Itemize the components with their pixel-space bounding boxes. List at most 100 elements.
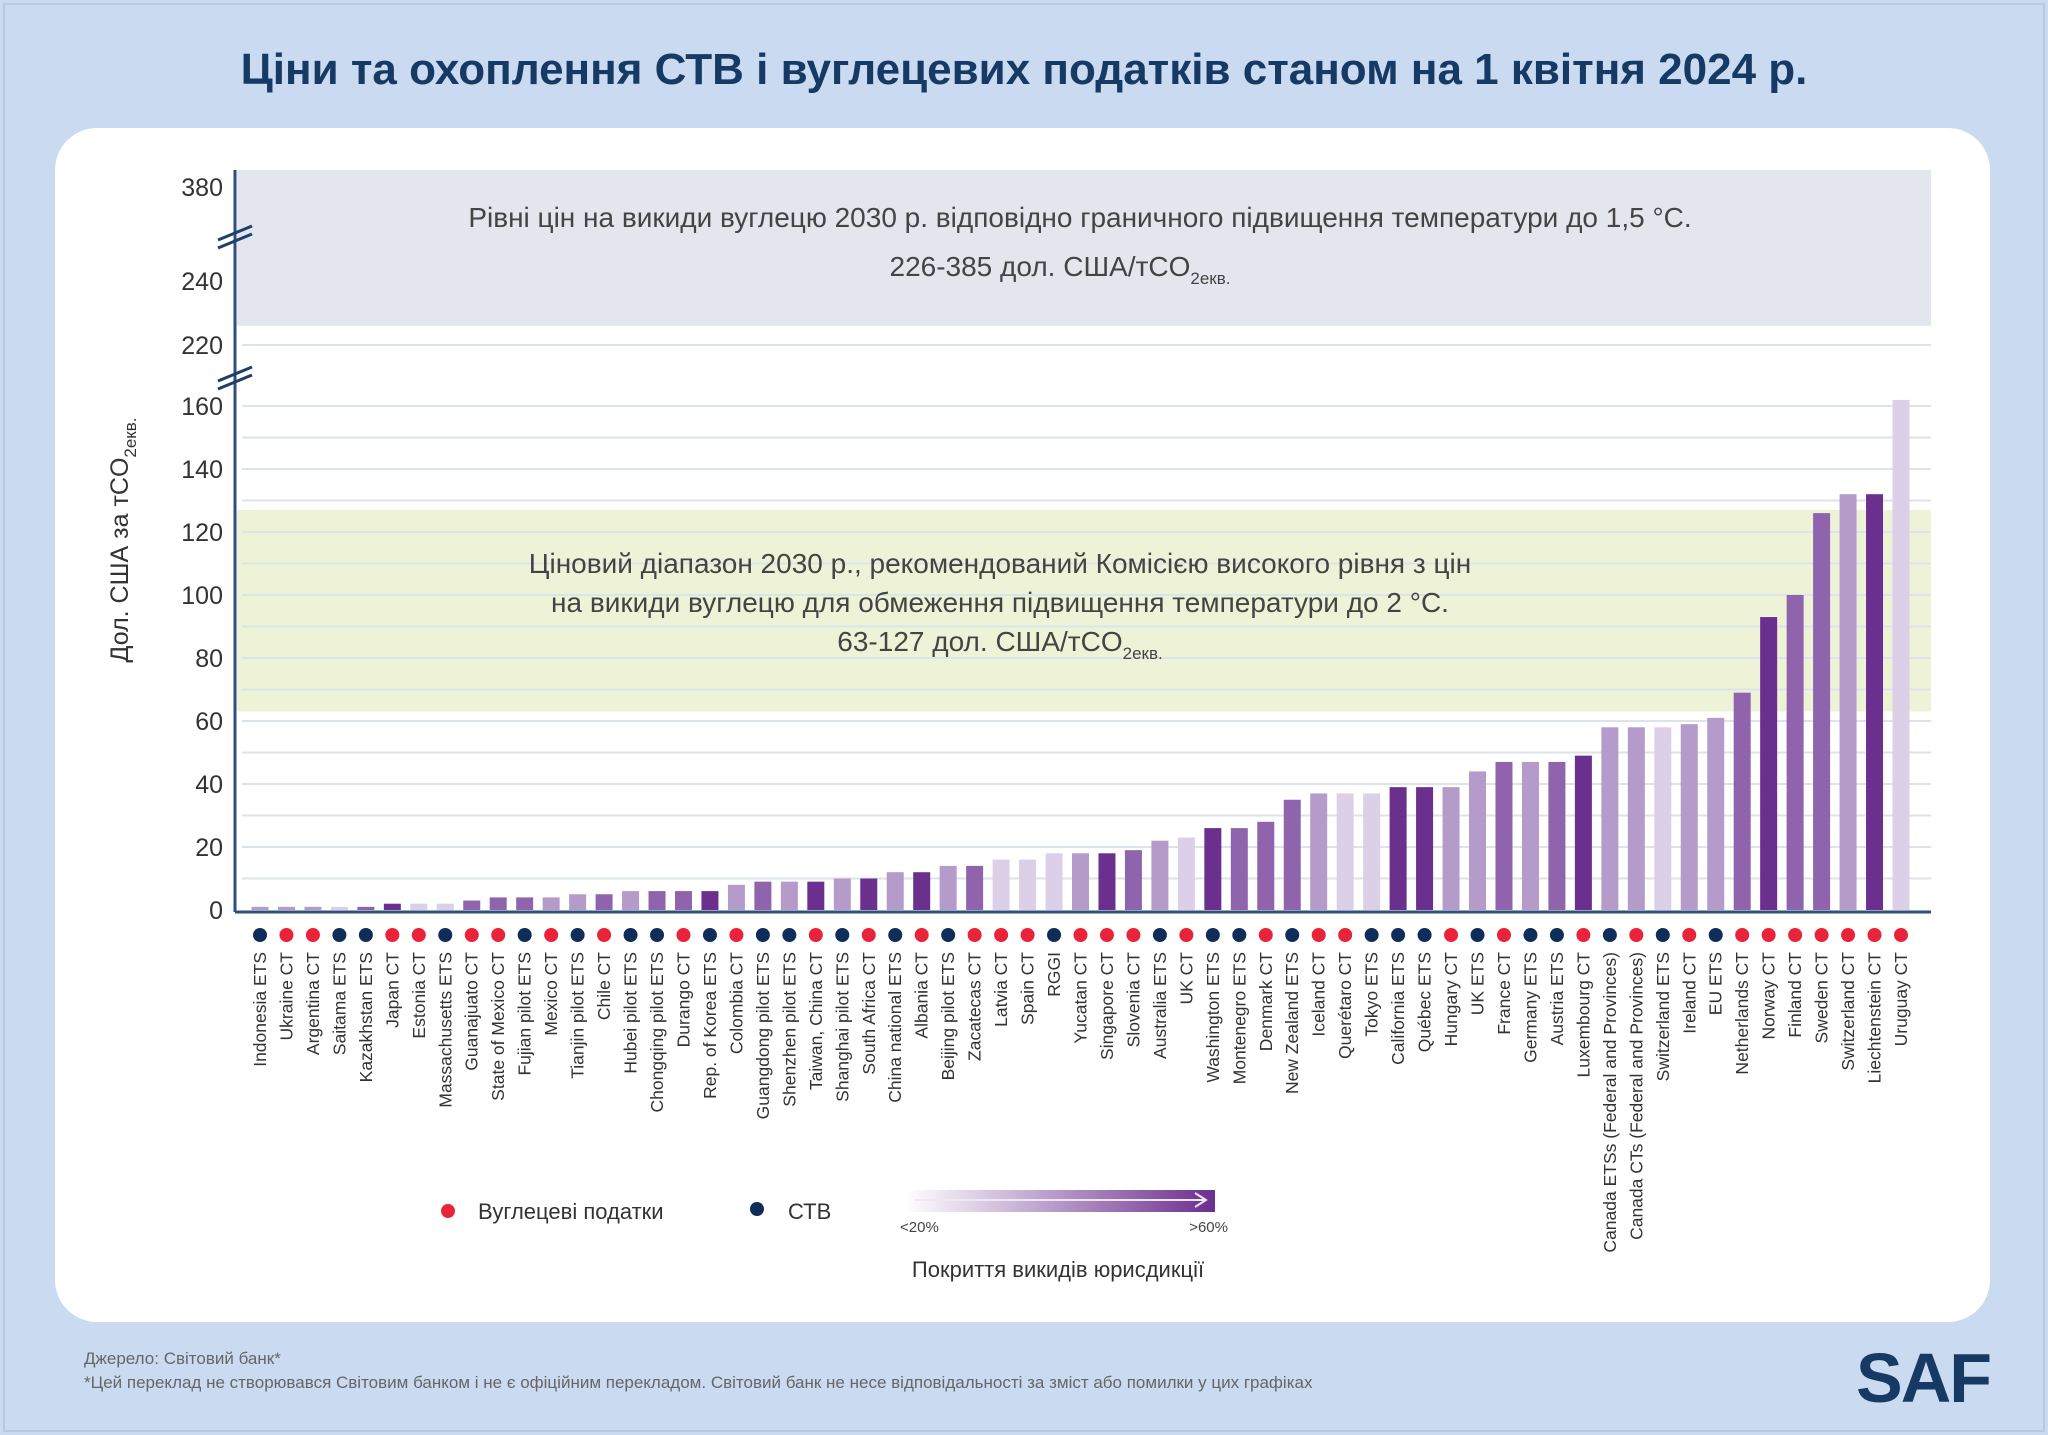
bar [939,865,957,910]
x-tick-label: New Zealand ETS [1282,952,1302,1094]
x-tick-label: Austria ETS [1547,952,1567,1045]
instrument-dot [1682,928,1697,942]
bar [436,903,454,910]
band-1-5c [237,170,1931,326]
y-tick-label: 40 [195,771,223,799]
instrument-dot [888,928,903,942]
instrument-dot [967,928,982,942]
x-tick-label: Hungary CT [1441,952,1461,1047]
coverage-high-label: >60% [1189,1219,1228,1236]
y-tick-label: 0 [209,897,223,925]
x-tick-label: Saitama ETS [329,952,349,1055]
coverage-low-label: <20% [900,1219,939,1236]
x-tick-label: Uruguay CT [1891,952,1911,1047]
x-tick-label: Guangdong pilot ETS [753,952,773,1119]
instrument-dot [332,928,347,942]
bar [833,878,851,910]
x-tick-label: California ETS [1388,952,1408,1065]
chart-card [55,128,1990,1322]
x-tick-label: Washington ETS [1203,952,1223,1083]
x-tick-label: Beijing pilot ETS [938,952,958,1080]
instrument-dot [1708,928,1723,942]
instrument-dot [994,928,1009,942]
bar [1416,787,1434,910]
x-tick-label: Chongqing pilot ETS [647,952,667,1113]
band-1-5c-line2: 226-385 дол. США/тCO2екв. [890,251,1231,288]
legend-carbon-tax-dot [441,1204,455,1218]
bar [1072,853,1089,910]
bands [237,170,1931,712]
x-tick-label: RGGI [1044,952,1064,997]
bar [1839,494,1857,910]
x-tick-label: Switzerland ETS [1653,952,1673,1081]
instrument-dot [861,928,876,942]
x-tick-label: Latvia CT [991,952,1011,1027]
instrument-dot [253,928,267,942]
instrument-dot [1126,928,1141,942]
instrument-dot [544,928,559,942]
instrument-dot [1788,928,1803,942]
x-tick-label: Tokyo ETS [1362,952,1382,1037]
instrument-dot [1470,928,1485,942]
x-tick-label: Querétaro CT [1335,952,1355,1059]
bar [1442,787,1460,910]
bar [1866,494,1884,910]
bar [1760,617,1778,910]
x-tick-label: South Africa CT [859,952,879,1075]
instrument-dot [1549,928,1564,942]
x-tick-label: Canada ETSs (Federal and Provinces) [1600,952,1620,1253]
x-tick-label: Sweden CT [1812,952,1832,1044]
y-tick-label: 240 [181,268,223,296]
bar [595,894,613,910]
instrument-dot [1047,928,1062,942]
chart-title: Ціни та охоплення СТВ і вуглецевих подат… [241,45,1808,94]
legend-carbon-tax-label: Вуглецеві податки [478,1199,664,1224]
instrument-dot [941,928,956,942]
x-tick-label: Colombia CT [726,952,746,1054]
x-tick-label: Shanghai pilot ETS [832,952,852,1102]
y-tick-label: 20 [195,834,223,862]
bar [1283,799,1301,910]
x-tick-label: Rep. of Korea ETS [700,952,720,1099]
y-axis-label: Дол. США за тCO2екв. [106,417,140,662]
bar [1389,787,1407,910]
band-2c [237,509,1931,712]
saf-logo: SAF [1856,1339,1990,1417]
x-tick-label: Massachusetts ETS [435,952,455,1108]
bar [780,881,798,910]
x-labels: Indonesia ETS Ukraine CT Argentina CT Saita… [250,928,1911,1253]
x-tick-label: Germany ETS [1520,952,1540,1063]
instrument-dot [1232,928,1247,942]
instrument-dot [1311,928,1326,942]
instrument-dot [782,928,797,942]
bar [251,906,269,910]
instrument-dot [1576,928,1591,942]
x-tick-label: Norway CT [1759,952,1779,1040]
instrument-dot [650,928,665,942]
bar [1548,761,1566,910]
instrument-dot [1099,928,1114,942]
x-tick-label: Montenegro ETS [1229,952,1249,1084]
instrument-dot [623,928,638,942]
bar [860,878,878,910]
bar [569,894,587,910]
instrument-dot [1179,928,1194,942]
x-tick-label: Finland CT [1785,952,1805,1038]
bar [542,897,560,910]
x-tick-label: Singapore CT [1097,952,1117,1060]
bar [1019,859,1037,910]
instrument-dot [1338,928,1353,942]
bar [489,897,507,910]
band-1-5c-line1: Рівні цін на викиди вуглецю 2030 р. відп… [468,202,1691,233]
instrument-dot [755,928,770,942]
instrument-dot [914,928,929,942]
y-tick-label: 80 [195,645,223,673]
bar [1601,727,1619,910]
bar [1892,399,1910,910]
bar [648,891,666,910]
x-tick-label: Chile CT [594,952,614,1020]
axis-break-lower [217,365,253,391]
y-tick-label: 220 [181,332,223,360]
x-tick-label: Tianjin pilot ETS [568,952,588,1079]
bar [1310,793,1328,910]
